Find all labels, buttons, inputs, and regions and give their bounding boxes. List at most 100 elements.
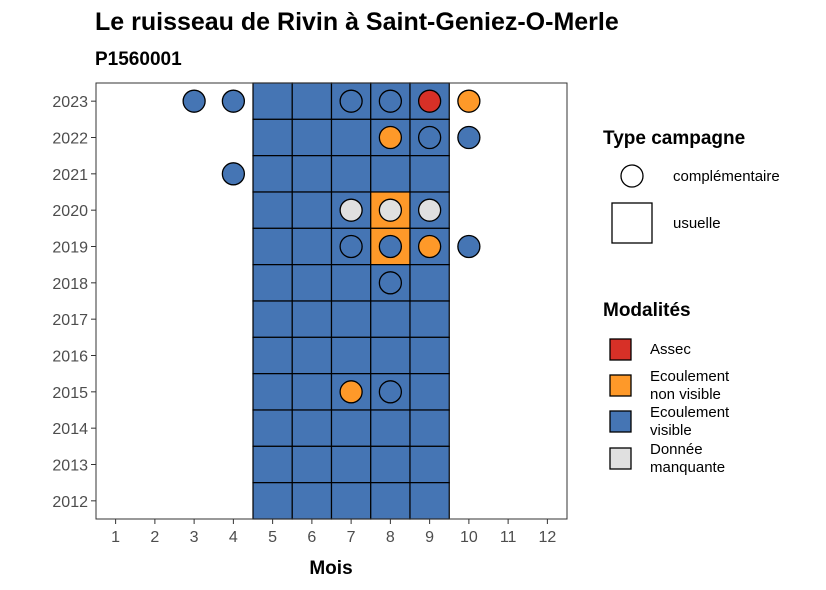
tile-2013-9	[409, 445, 450, 484]
point-2020-8	[378, 198, 403, 222]
tile-2021-5	[252, 155, 293, 193]
x-tick-label: 12	[538, 529, 556, 546]
point-2022-8	[378, 125, 403, 150]
point-2022-9	[417, 125, 442, 150]
x-tick-label: 10	[460, 529, 478, 546]
x-tick-label: 3	[190, 529, 199, 546]
tile-2023-6	[291, 82, 333, 120]
tile-2015-5	[252, 373, 293, 411]
tile-2016-9	[409, 336, 450, 375]
panel-border	[95, 82, 568, 520]
point-2020-7	[339, 198, 363, 222]
legend-modalite-label: Donnée	[650, 441, 703, 458]
tile-2017-5	[252, 300, 293, 338]
tile-2014-8	[370, 409, 411, 447]
point-2023-7	[339, 89, 363, 113]
tile-2016-6	[291, 336, 333, 375]
x-tick-label: 11	[500, 529, 517, 546]
y-tick-label: 2021	[52, 167, 88, 184]
tile-2019-5	[252, 227, 293, 266]
point-2023-10	[457, 89, 481, 113]
tile-2017-6	[291, 300, 333, 338]
point-2022-10	[457, 125, 481, 150]
tile-2012-8	[370, 482, 411, 520]
point-2019-7	[339, 234, 363, 259]
point-2023-4	[221, 89, 246, 113]
tile-2016-8	[370, 336, 411, 375]
y-tick-label: 2019	[52, 240, 88, 257]
tile-2021-8	[370, 155, 411, 193]
y-tick-label: 2017	[52, 312, 88, 329]
legend-modalites-title: Modalités	[603, 300, 691, 321]
point-2015-8	[378, 380, 403, 404]
tile-2020-5	[252, 191, 293, 229]
legend-modalite-label: visible	[650, 422, 692, 439]
y-tick-label: 2014	[52, 421, 88, 438]
chart-subtitle: P1560001	[95, 49, 182, 70]
legend-modalite-label: manquante	[650, 459, 725, 476]
tile-2018-7	[330, 264, 372, 302]
plot-area: 1 2 3 4 5 6 7 8 9 10 11 122012201320142015201620172…	[52, 82, 568, 546]
tile-2013-6	[291, 445, 333, 484]
x-tick-label: 2	[150, 529, 159, 546]
tile-2022-5	[252, 118, 293, 157]
tile-2021-6	[291, 155, 333, 193]
legend-modalite-label: non visible	[650, 386, 721, 403]
point-2018-8	[378, 271, 403, 295]
legend-type-label: complémentaire	[673, 168, 780, 185]
tile-2021-9	[409, 155, 450, 193]
y-tick-label: 2020	[52, 203, 88, 220]
y-tick-label: 2016	[52, 349, 88, 366]
point-2019-8	[378, 234, 403, 259]
point-2019-9	[417, 234, 442, 259]
tile-2018-9	[409, 264, 450, 302]
tile-2021-7	[330, 155, 372, 193]
chart-title: Le ruisseau de Rivin à Saint-Geniez-O-Me…	[95, 8, 619, 36]
point-2020-9	[417, 198, 442, 222]
y-tick-label: 2012	[52, 494, 88, 511]
tile-2014-7	[330, 409, 372, 447]
point-2023-3	[182, 89, 206, 113]
point-2021-4	[221, 162, 246, 186]
legend-square-key	[611, 202, 653, 244]
tile-2018-6	[291, 264, 333, 302]
tile-2015-6	[291, 373, 333, 411]
tile-2023-5	[252, 82, 293, 120]
legend-circle-key	[620, 164, 644, 188]
legend-swatch	[609, 410, 632, 433]
tile-2014-5	[252, 409, 293, 447]
legend-modalite-label: Ecoulement	[650, 368, 730, 385]
legend: Type campagne complémentaire usuelle Modali…	[603, 128, 780, 476]
y-tick-label: 2013	[52, 458, 88, 475]
y-tick-label: 2018	[52, 276, 88, 293]
x-tick-label: 5	[268, 529, 277, 546]
tile-2013-7	[330, 445, 372, 484]
legend-swatch	[609, 338, 632, 361]
tile-2014-9	[409, 409, 450, 447]
y-tick-label: 2015	[52, 385, 88, 402]
tile-2018-5	[252, 264, 293, 302]
tile-2017-7	[330, 300, 372, 338]
x-axis-title: Mois	[309, 558, 352, 579]
tile-2012-7	[330, 482, 372, 520]
x-tick-label: 4	[229, 529, 238, 546]
legend-modalite-label: Ecoulement	[650, 404, 730, 421]
tile-2016-5	[252, 336, 293, 375]
tile-2013-5	[252, 445, 293, 484]
x-tick-label: 8	[386, 529, 395, 546]
tile-2017-8	[370, 300, 411, 338]
legend-swatch	[609, 447, 632, 470]
point-2023-9	[417, 89, 442, 113]
tile-2014-6	[291, 409, 333, 447]
point-2023-8	[378, 89, 403, 113]
legend-swatch	[609, 374, 632, 397]
tile-2020-6	[291, 191, 333, 229]
point-2015-7	[339, 380, 363, 404]
legend-modalite-label: Assec	[650, 341, 691, 358]
tile-2012-6	[291, 482, 333, 520]
tile-2019-6	[291, 227, 333, 266]
y-tick-label: 2023	[52, 94, 88, 111]
x-tick-label: 1	[111, 529, 120, 546]
tile-2012-5	[252, 482, 293, 520]
